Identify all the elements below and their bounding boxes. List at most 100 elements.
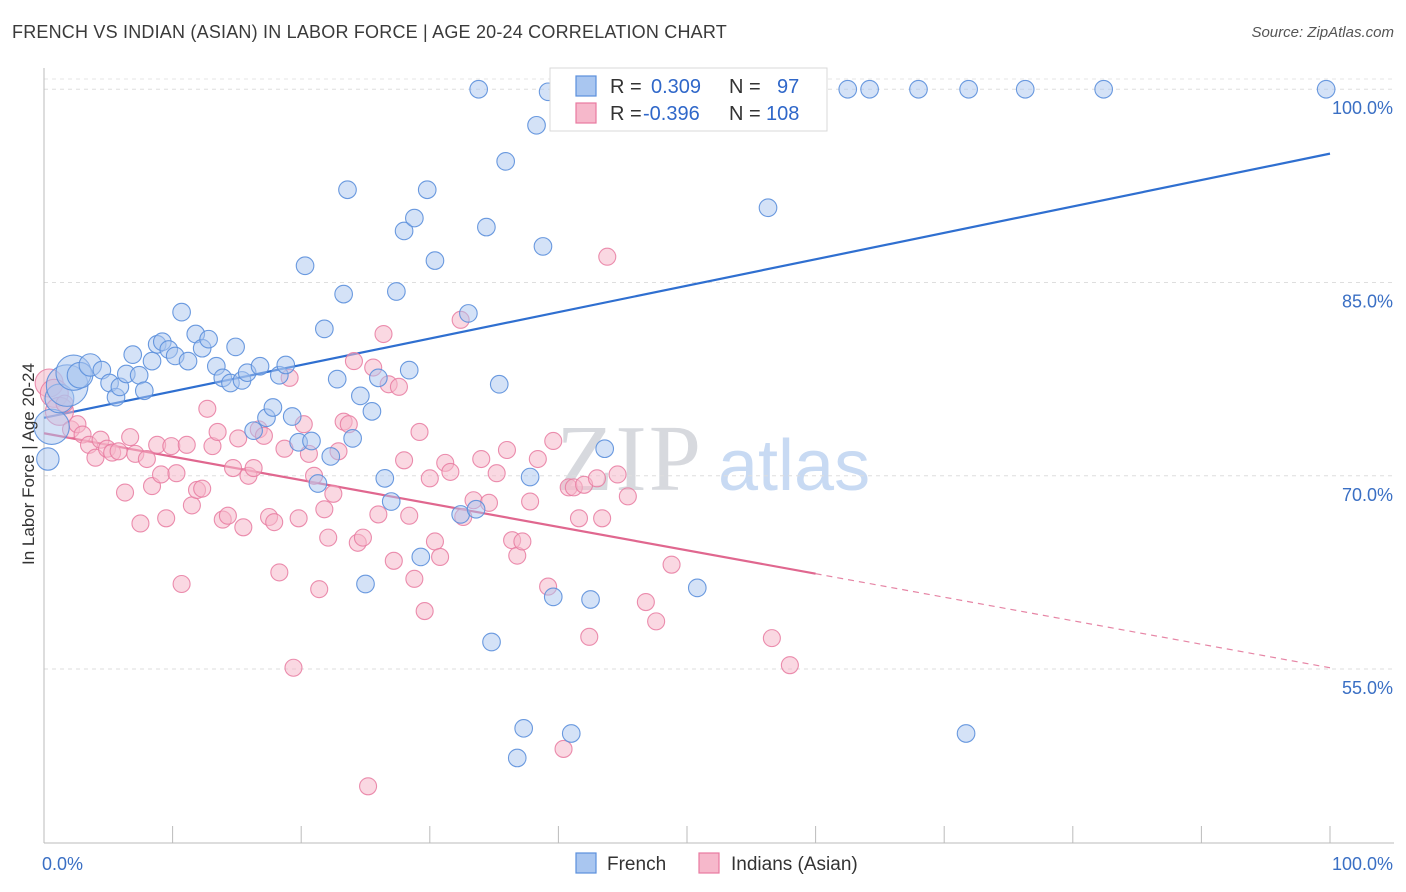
french-point — [356, 574, 375, 594]
french-point — [321, 447, 341, 466]
indians-point — [389, 377, 408, 396]
indians-point — [513, 532, 532, 551]
french-point — [527, 115, 546, 135]
x-tick-label-0: 0.0% — [42, 854, 83, 874]
french-point — [263, 398, 283, 417]
indians-point — [151, 465, 171, 484]
y-tick-label-1: 85.0% — [1342, 291, 1393, 311]
indians-point — [384, 551, 403, 570]
indians-point — [182, 496, 201, 515]
french-point — [838, 79, 858, 99]
french-point — [956, 724, 976, 743]
french-point — [308, 474, 328, 493]
y-axis-label: In Labor Force | Age 20-24 — [19, 363, 38, 565]
indians-point — [344, 352, 363, 371]
legend-n-label-french: N = — [729, 76, 761, 98]
indians-point — [265, 513, 284, 532]
french-point — [334, 284, 353, 304]
french-point — [282, 407, 302, 426]
french-point — [226, 337, 245, 357]
y-tick-label-2: 70.0% — [1342, 485, 1393, 505]
legend-n-value-french: 97 — [777, 76, 799, 98]
indians-point — [193, 479, 212, 498]
indians-point — [441, 462, 460, 481]
french-point — [172, 302, 191, 322]
indians-point — [598, 247, 617, 266]
french-point — [369, 368, 388, 388]
indians-point — [324, 484, 343, 503]
legend-n-value-indians: 108 — [766, 103, 799, 125]
x-tick-labels: 0.0% 100.0% — [42, 854, 1393, 874]
indians-point — [218, 506, 237, 525]
indians-point — [587, 469, 607, 488]
french-point — [1094, 79, 1114, 99]
indians-point — [157, 509, 176, 528]
french-point — [362, 401, 382, 421]
indians-point — [270, 563, 289, 582]
french-point — [129, 365, 149, 385]
french-point — [314, 319, 334, 339]
french-point — [595, 439, 615, 459]
indians-point — [369, 505, 388, 524]
indians-point — [647, 612, 666, 631]
indians-point — [167, 464, 186, 483]
legend-swatch-french — [575, 75, 597, 97]
french-point — [134, 381, 154, 401]
indians-point — [395, 451, 414, 470]
legend-swatch-indians — [575, 102, 597, 124]
french-point — [244, 421, 263, 441]
legend-box: R = 0.309 N = 97 R = -0.396 N = 108 — [549, 67, 828, 132]
indians-point — [162, 437, 181, 456]
indians-point — [497, 440, 517, 460]
indians-point — [415, 602, 434, 621]
french-point — [909, 79, 928, 99]
indians-point — [472, 449, 491, 469]
indians-point — [762, 629, 781, 648]
french-point — [959, 79, 978, 99]
indians-point — [177, 435, 196, 454]
french-point — [514, 718, 534, 738]
french-point — [405, 208, 424, 228]
indians-point — [137, 449, 156, 469]
legend-n-label-indians: N = — [729, 103, 761, 125]
french-point — [581, 590, 600, 609]
legend-r-value-french: 0.309 — [651, 76, 701, 98]
french-point — [489, 374, 509, 394]
french-point — [142, 351, 162, 371]
data-points — [33, 79, 1336, 796]
indians-point — [284, 658, 303, 677]
indians-point — [528, 449, 547, 469]
indians-point — [315, 500, 334, 519]
indians-point — [400, 506, 419, 525]
y-tick-labels: 100.0% 85.0% 70.0% 55.0% — [1332, 98, 1393, 698]
indians-point — [374, 324, 393, 344]
indians-point — [121, 428, 140, 447]
french-point — [758, 198, 778, 218]
french-point — [343, 429, 362, 448]
indians-point — [172, 574, 191, 594]
indians-trend-line — [43, 432, 816, 575]
french-point — [687, 578, 707, 598]
indians-point — [244, 458, 263, 478]
french-point — [381, 492, 401, 511]
french-point — [520, 467, 540, 487]
french-point — [276, 355, 296, 375]
indians-point — [359, 777, 378, 796]
french-point — [425, 251, 445, 270]
indians-point — [420, 469, 439, 488]
x-tick-label-1: 100.0% — [1332, 854, 1393, 874]
indians-point — [109, 442, 128, 461]
legend-r-label-indians: R = — [610, 103, 642, 125]
bottom-legend: French Indians (Asian) — [575, 852, 858, 875]
indians-point — [780, 656, 799, 675]
french-point — [459, 304, 478, 323]
indians-point — [593, 509, 612, 528]
source-label: Source: ZipAtlas.com — [1251, 24, 1394, 41]
french-point — [543, 587, 563, 607]
french-point — [351, 386, 370, 406]
bottom-legend-swatch-indians — [698, 852, 720, 874]
french-point — [533, 237, 553, 256]
indians-point — [131, 514, 150, 533]
french-point — [411, 547, 431, 567]
